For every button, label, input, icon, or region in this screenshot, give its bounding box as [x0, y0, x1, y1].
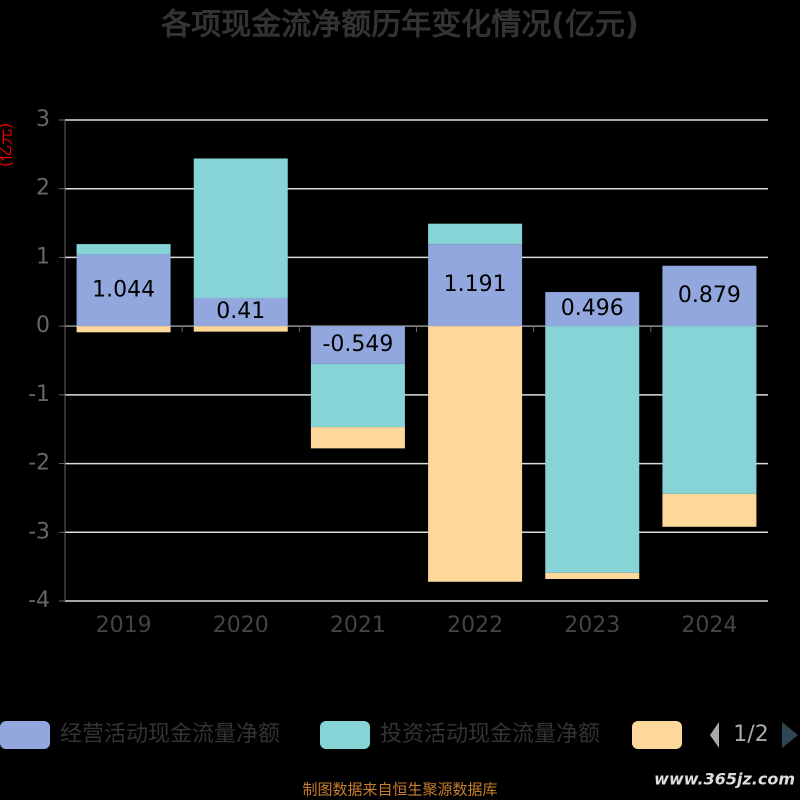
legend-label: 投资活动现金流量净额 [380, 722, 600, 747]
legend-swatch[interactable] [632, 721, 682, 749]
legend-prev[interactable] [710, 722, 719, 748]
bar [193, 297, 288, 327]
bar [662, 265, 757, 327]
bar [545, 572, 640, 580]
x-tick-label: 2021 [330, 613, 386, 638]
y-tick-label: 3 [36, 107, 50, 132]
y-tick-label: -4 [28, 588, 50, 613]
data-label: -0.549 [322, 332, 393, 357]
x-tick-label: 2022 [447, 613, 503, 638]
bar [310, 427, 405, 449]
legend-page: 1/2 [733, 722, 768, 747]
bar [76, 326, 171, 333]
y-tick-label: -1 [28, 382, 50, 407]
bar [310, 326, 405, 364]
footer: 制图数据来自恒生聚源数据库 [302, 781, 497, 799]
bar [428, 244, 523, 327]
bar [193, 326, 288, 332]
bar [310, 363, 405, 428]
y-axis-label: (亿元) [0, 123, 15, 168]
y-tick-label: 0 [36, 313, 50, 338]
bar [662, 326, 757, 494]
legend-swatch[interactable] [0, 721, 50, 749]
y-tick-label: -2 [28, 451, 50, 476]
legend-next[interactable] [782, 722, 798, 748]
watermark: www.365jz.com [654, 770, 795, 789]
data-label: 1.044 [92, 277, 155, 302]
bar [662, 493, 757, 527]
bar [428, 326, 523, 582]
legend-label: 经营活动现金流量净额 [60, 722, 280, 747]
x-tick-label: 2024 [681, 613, 737, 638]
y-tick-label: -3 [28, 519, 50, 544]
x-tick-label: 2020 [213, 613, 269, 638]
bar [545, 292, 640, 327]
x-tick-label: 2019 [96, 613, 152, 638]
data-label: 1.191 [444, 272, 507, 297]
bar [76, 244, 171, 255]
x-tick-label: 2023 [564, 613, 620, 638]
data-label: 0.879 [678, 283, 741, 308]
data-label: 0.41 [216, 299, 265, 324]
bar [545, 326, 640, 573]
bar [76, 254, 171, 327]
legend-swatch[interactable] [320, 721, 370, 749]
data-label: 0.496 [561, 296, 624, 321]
chart-title: 各项现金流净额历年变化情况(亿元) [160, 8, 638, 43]
bar [428, 223, 523, 245]
bar [193, 158, 288, 298]
y-tick-label: 1 [36, 244, 50, 269]
y-tick-label: 2 [36, 176, 50, 201]
